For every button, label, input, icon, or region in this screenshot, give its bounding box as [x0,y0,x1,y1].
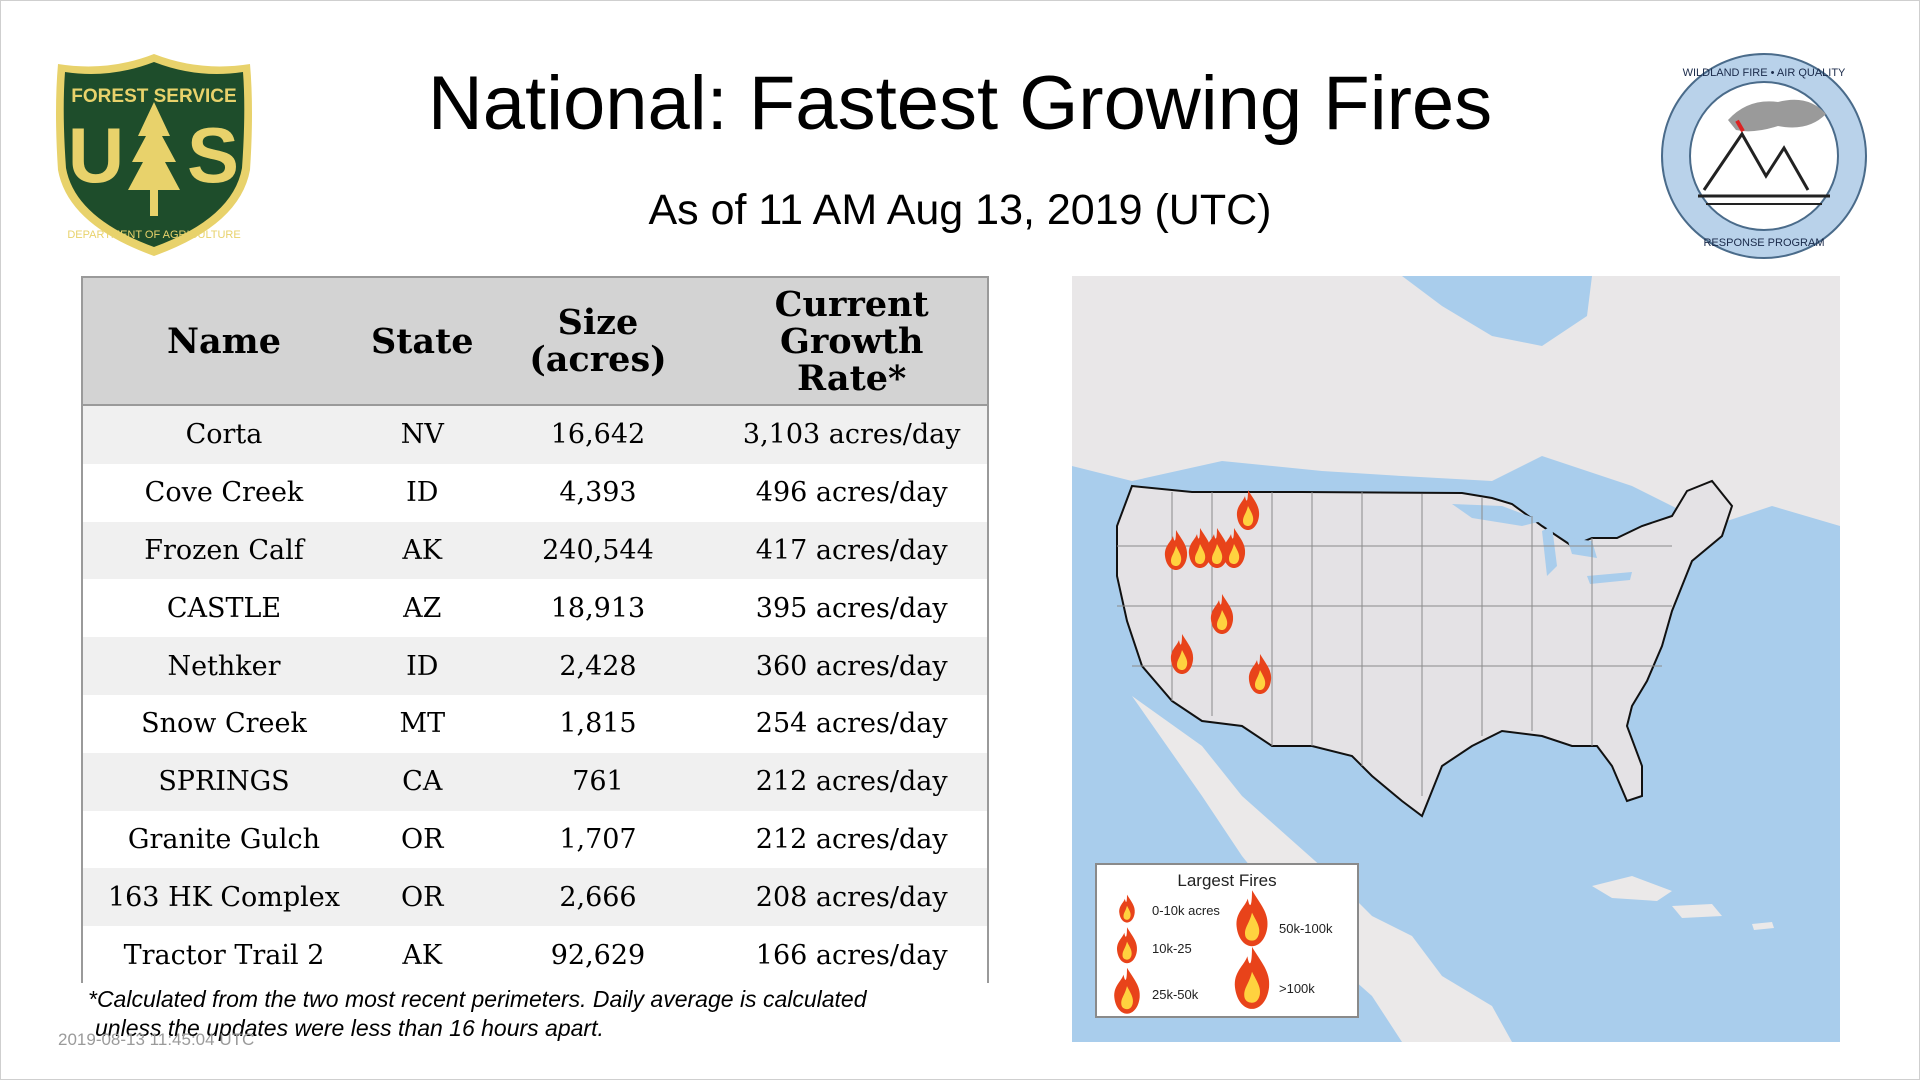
cell-state: AK [364,926,480,984]
flame-medium-icon [1117,927,1137,964]
page-subtitle: As of 11 AM Aug 13, 2019 (UTC) [648,186,1272,234]
legend-item: 10k-25 [1152,941,1192,956]
cell-state: NV [364,405,480,464]
legend-item: 0-10k acres [1152,903,1220,918]
map-legend: Largest Fires 0-10k acres 10k-25 25k-50k… [1095,863,1359,1018]
cell-name: SPRINGS [83,752,365,811]
cell-state: ID [364,463,480,522]
cell-rate: 496 acres/day [716,463,987,522]
page-title: National: Fastest Growing Fires [427,61,1493,146]
map-svg [1072,276,1840,1042]
cell-size: 4,393 [479,463,717,522]
footnote-line1: *Calculated from the two most recent per… [88,986,867,1012]
svg-text:S: S [187,111,239,199]
header-growth-rate: Current Growth Rate* [716,278,987,406]
header-size-line2: (acres) [529,339,667,380]
fire-map[interactable]: Largest Fires 0-10k acres 10k-25 25k-50k… [1072,276,1840,1042]
cell-name: 163 HK Complex [83,868,365,927]
logo-left-top-text: FOREST SERVICE [71,86,236,107]
cell-size: 1,815 [479,694,717,753]
cell-state: MT [364,694,480,753]
cell-rate: 395 acres/day [716,579,987,638]
footnote-line2: unless the updates were less than 16 hou… [95,1015,604,1041]
table-row: SPRINGS CA 761 212 acres/day [83,752,987,811]
cell-rate: 212 acres/day [716,752,987,811]
wildland-fire-air-quality-logo: WILDLAND FIRE • AIR QUALITY RESPONSE PRO… [1658,50,1870,262]
header-state: State [364,278,480,406]
cell-state: AK [364,521,480,580]
timestamp: 2019-08-13 11:45:04 UTC [58,1030,255,1049]
flame-small-icon [1119,894,1135,923]
cell-rate: 417 acres/day [716,521,987,580]
flame-xxlarge-icon [1234,946,1270,1009]
cell-name: Frozen Calf [83,521,365,580]
fires-table: Name State Size (acres) Current Growth R… [83,278,987,984]
cell-size: 1,707 [479,810,717,869]
cell-state: AZ [364,579,480,638]
cell-size: 18,913 [479,579,717,638]
fires-table-container: Name State Size (acres) Current Growth R… [81,276,989,984]
cell-size: 2,428 [479,637,717,695]
cell-name: Nethker [83,637,365,695]
table-row: Cove Creek ID 4,393 496 acres/day [83,463,987,522]
cell-name: Snow Creek [83,694,365,753]
cell-name: Tractor Trail 2 [83,926,365,984]
table-row: Nethker ID 2,428 360 acres/day [83,637,987,695]
header-size-line1: Size [557,302,639,343]
cell-state: ID [364,637,480,695]
legend-title: Largest Fires [1177,871,1277,890]
table-row: Frozen Calf AK 240,544 417 acres/day [83,521,987,580]
cell-size: 2,666 [479,868,717,927]
cell-rate: 360 acres/day [716,637,987,695]
svg-text:U: U [68,111,124,199]
header-rate-line2: Growth [779,320,924,362]
header-rate-line1: Current [774,283,929,325]
cell-state: OR [364,810,480,869]
forest-service-logo: FOREST SERVICE U S DEPARTMENT OF AGRICUL… [50,50,258,260]
logo-right-top-text: WILDLAND FIRE • AIR QUALITY [1683,67,1846,79]
cell-name: CASTLE [83,579,365,638]
flame-large-icon [1114,967,1140,1014]
cell-size: 16,642 [479,405,717,464]
cell-rate: 3,103 acres/day [716,405,987,464]
table-row: Granite Gulch OR 1,707 212 acres/day [83,810,987,869]
cell-state: OR [364,868,480,927]
logo-right-bottom-text: RESPONSE PROGRAM [1703,237,1824,249]
table-row: Snow Creek MT 1,815 254 acres/day [83,694,987,753]
header-name: Name [83,278,365,406]
legend-item: >100k [1279,981,1315,996]
cell-name: Cove Creek [83,463,365,522]
cell-rate: 166 acres/day [716,926,987,984]
cell-name: Corta [83,405,365,464]
table-header-row: Name State Size (acres) Current Growth R… [83,278,987,406]
cell-rate: 208 acres/day [716,868,987,927]
cell-rate: 254 acres/day [716,694,987,753]
footnote: *Calculated from the two most recent per… [88,985,988,1043]
table-row: Tractor Trail 2 AK 92,629 166 acres/day [83,926,987,984]
legend-item: 25k-50k [1152,987,1199,1002]
table-row: Corta NV 16,642 3,103 acres/day [83,405,987,464]
logo-left-bottom-text: DEPARTMENT OF AGRICULTURE [67,229,240,241]
legend-item: 50k-100k [1279,921,1333,936]
flame-xlarge-icon [1236,890,1268,947]
cell-size: 240,544 [479,521,717,580]
cell-name: Granite Gulch [83,810,365,869]
header-rate-line3: Rate* [797,357,907,399]
cell-size: 761 [479,752,717,811]
table-row: 163 HK Complex OR 2,666 208 acres/day [83,868,987,927]
header-size: Size (acres) [479,278,717,406]
table-row: CASTLE AZ 18,913 395 acres/day [83,579,987,638]
cell-size: 92,629 [479,926,717,984]
pine-tree-icon [128,102,180,216]
cell-rate: 212 acres/day [716,810,987,869]
cell-state: CA [364,752,480,811]
